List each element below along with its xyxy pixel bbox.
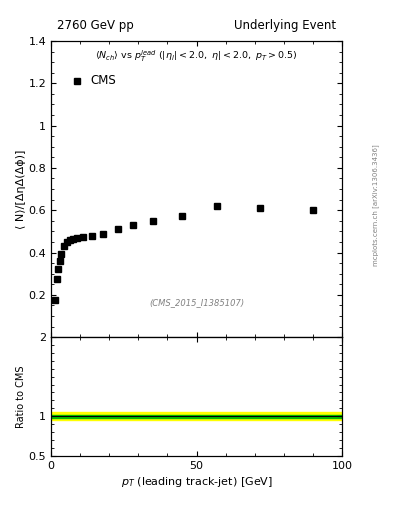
- Y-axis label: ⟨ N⟩/[ΔηΔ(Δϕ)]: ⟨ N⟩/[ΔηΔ(Δϕ)]: [16, 150, 26, 229]
- Text: 2760 GeV pp: 2760 GeV pp: [57, 19, 134, 32]
- Text: CMS: CMS: [90, 74, 116, 88]
- Text: mcplots.cern.ch [arXiv:1306.3436]: mcplots.cern.ch [arXiv:1306.3436]: [372, 144, 379, 266]
- Y-axis label: Ratio to CMS: Ratio to CMS: [16, 365, 26, 428]
- Text: Underlying Event: Underlying Event: [234, 19, 336, 32]
- Text: $\langle N_{ch}\rangle$ vs $p_T^{lead}$ ($|\eta_l|{<}2.0,\ \eta|{<}2.0,\ p_T{>}0: $\langle N_{ch}\rangle$ vs $p_T^{lead}$ …: [95, 48, 298, 63]
- Text: (CMS_2015_I1385107): (CMS_2015_I1385107): [149, 298, 244, 308]
- X-axis label: $p_T$ (leading track-jet) [GeV]: $p_T$ (leading track-jet) [GeV]: [121, 475, 272, 489]
